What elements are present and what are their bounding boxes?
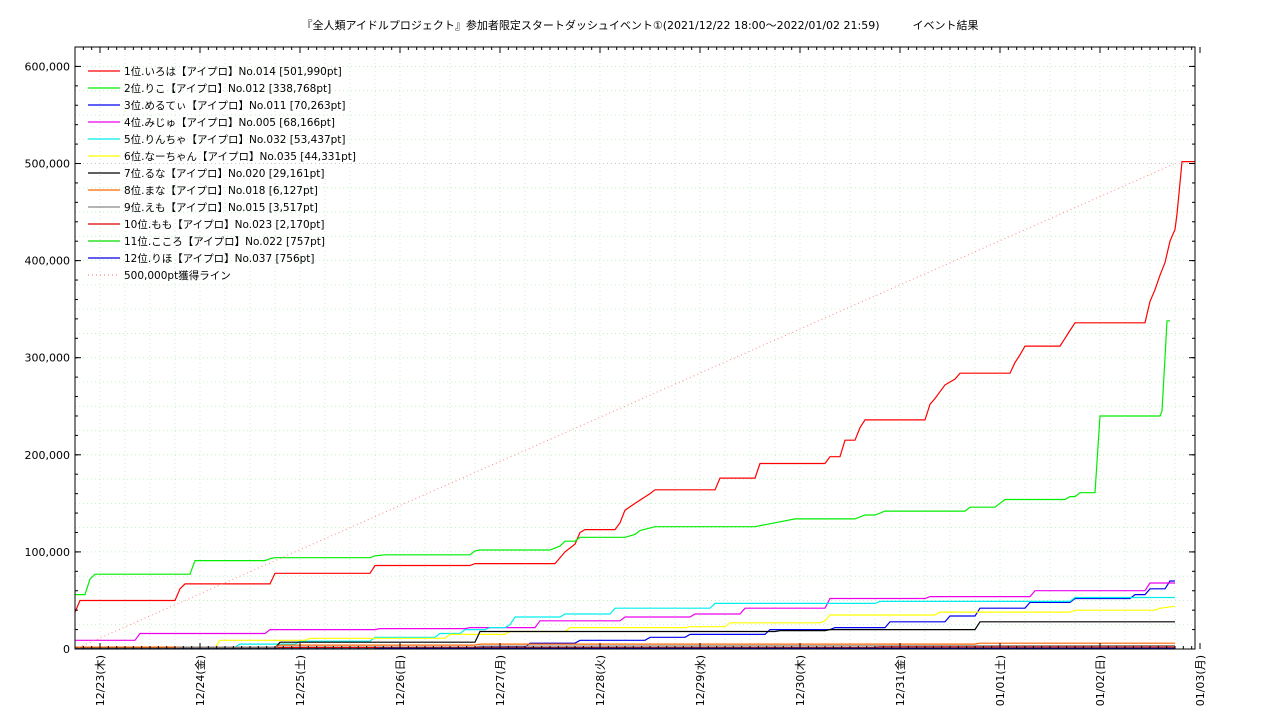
x-tick-label: 12/27(月) bbox=[494, 655, 507, 706]
x-tick-label: 12/30(木) bbox=[794, 655, 807, 706]
legend-label-10: 10位.もも【アイプロ】No.023 [2,170pt] bbox=[124, 218, 325, 231]
series-line-1 bbox=[74, 161, 1195, 613]
legend: 1位.いろは【アイプロ】No.014 [501,990pt] 2位.りこ【アイプロ… bbox=[88, 65, 356, 282]
legend-label-5: 5位.りんちゃ【アイプロ】No.032 [53,437pt] bbox=[124, 133, 346, 146]
y-tick-label: 0 bbox=[63, 643, 70, 656]
legend-label-1: 1位.いろは【アイプロ】No.014 [501,990pt] bbox=[124, 65, 342, 78]
series-line-4 bbox=[75, 582, 1175, 641]
series-line-6 bbox=[75, 605, 1176, 649]
y-tick-label: 100,000 bbox=[25, 546, 71, 559]
legend-label-2: 2位.りこ【アイプロ】No.012 [338,768pt] bbox=[124, 82, 331, 95]
plot-frame bbox=[74, 46, 1196, 650]
y-tick-label: 300,000 bbox=[25, 352, 71, 365]
y-tick-label: 500,000 bbox=[25, 158, 71, 171]
series-line-3 bbox=[74, 580, 1175, 649]
legend-label-8: 8位.まな【アイプロ】No.018 [6,127pt] bbox=[124, 184, 318, 197]
legend-label-3: 3位.めるてぃ【アイプロ】No.011 [70,263pt] bbox=[124, 99, 346, 112]
y-tick-label: 600,000 bbox=[25, 60, 71, 73]
x-tick-label: 12/29(水) bbox=[694, 655, 707, 706]
legend-label-13: 500,000pt獲得ライン bbox=[124, 269, 231, 282]
x-tick-label: 01/01(土) bbox=[994, 655, 1007, 706]
x-tick-label: 12/24(金) bbox=[193, 655, 207, 706]
series-line-13 bbox=[74, 163, 1176, 650]
series-line-5 bbox=[75, 596, 1175, 648]
y-tick-label: 200,000 bbox=[25, 449, 71, 462]
legend-label-11: 11位.こころ【アイプロ】No.022 [757pt] bbox=[124, 235, 325, 248]
series-line-2 bbox=[75, 320, 1170, 596]
legend-label-12: 12位.りほ【アイプロ】No.037 [756pt] bbox=[124, 252, 315, 265]
legend-label-6: 6位.なーちゃん【アイプロ】No.035 [44,331pt] bbox=[124, 150, 356, 163]
legend-label-4: 4位.みじゅ【アイプロ】No.005 [68,166pt] bbox=[124, 116, 335, 129]
legend-label-7: 7位.るな【アイプロ】No.020 [29,161pt] bbox=[124, 167, 325, 180]
x-tick-label: 12/26(日) bbox=[394, 655, 407, 706]
x-tick-label: 12/31(金) bbox=[893, 655, 907, 706]
series-line-7 bbox=[75, 621, 1175, 649]
x-tick-label: 12/28(火) bbox=[594, 655, 607, 706]
x-tick-label: 12/25(土) bbox=[294, 655, 307, 706]
x-tick-label: 12/23(木) bbox=[94, 655, 107, 706]
chart-title: 『全人類アイドルプロジェクト』参加者限定スタートダッシュイベント①(2021/1… bbox=[301, 19, 979, 32]
x-tick-label: 01/02(日) bbox=[1094, 655, 1107, 706]
y-tick-label: 400,000 bbox=[25, 255, 71, 268]
legend-label-9: 9位.えも【アイプロ】No.015 [3,517pt] bbox=[124, 201, 318, 214]
x-tick-label: 01/03(月) bbox=[1194, 655, 1207, 706]
axis-layer: 0 100,000 200,000 300,000 400,000 500,000 600,… bbox=[25, 46, 1207, 706]
